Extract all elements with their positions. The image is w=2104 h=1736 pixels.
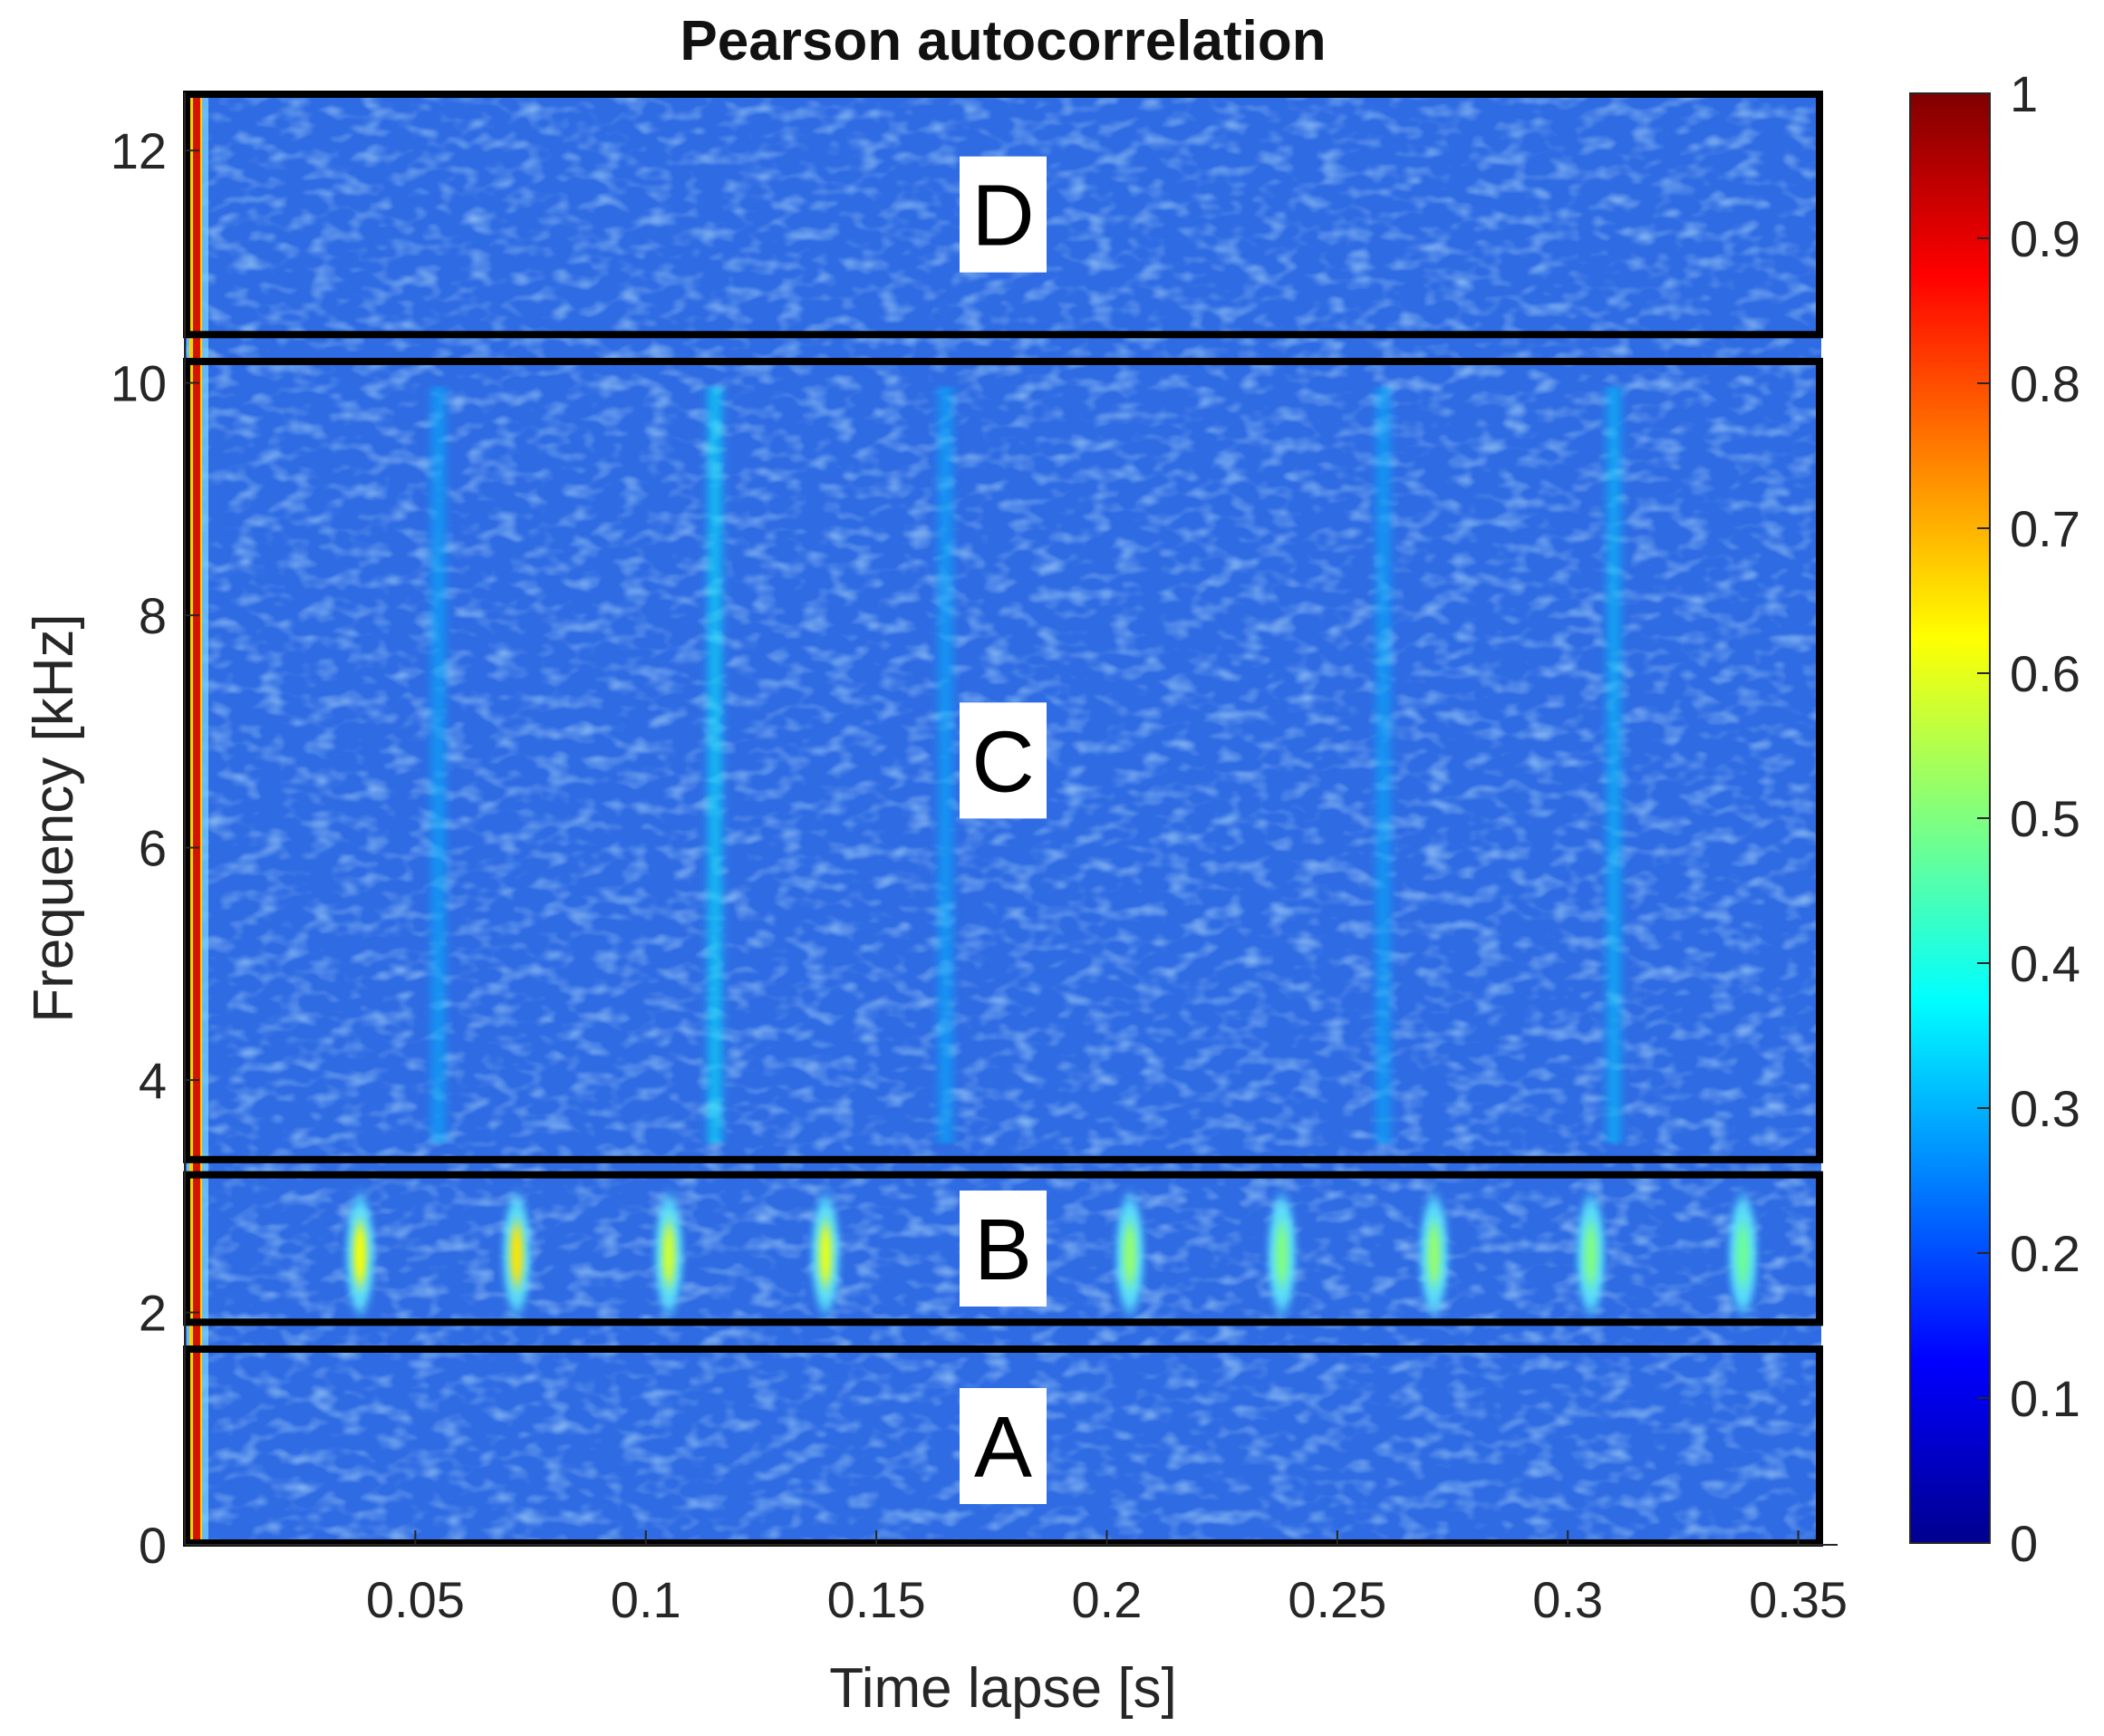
band-c-streaks xyxy=(432,386,1620,1143)
region-label-bg-c xyxy=(960,702,1047,819)
region-label-bg-d xyxy=(960,156,1047,273)
b-peak-5 xyxy=(1123,1222,1136,1287)
heatmap-texture xyxy=(185,92,1821,1545)
c-streak-4 xyxy=(1377,386,1389,1143)
c-streak-1 xyxy=(432,386,444,1143)
region-label-c: C xyxy=(971,713,1034,810)
region-label-a: A xyxy=(974,1399,1032,1496)
region-box-c xyxy=(183,357,1823,1163)
region-box-a xyxy=(183,1345,1823,1547)
colorbar-tick-label: 0.6 xyxy=(2010,645,2080,702)
b-peak-7 xyxy=(1427,1222,1441,1287)
y-axis-label: Frequency [kHz] xyxy=(23,613,85,1022)
colorbar-gradient xyxy=(1909,92,1991,1544)
b-peak-4 xyxy=(819,1222,833,1287)
region-label-bg-a xyxy=(960,1387,1047,1504)
x-tick-label: 0.3 xyxy=(1532,1571,1603,1628)
x-tick-label: 0.1 xyxy=(611,1571,681,1628)
b-peak-8 xyxy=(1584,1222,1597,1287)
chart-title: Pearson autocorrelation xyxy=(680,10,1326,72)
c-streak-2 xyxy=(709,386,721,1143)
x-axis-label: Time lapse [s] xyxy=(829,1657,1177,1720)
region-label-d: D xyxy=(971,168,1034,265)
y-axis: 0 2 4 6 8 10 12 xyxy=(111,92,199,1574)
region-box-b xyxy=(183,1171,1823,1326)
x-tick-label: 0.2 xyxy=(1072,1571,1143,1628)
y-tick-label: 6 xyxy=(139,820,167,877)
b-peak-3 xyxy=(662,1222,676,1287)
region-boxes: A B C D xyxy=(183,91,1823,1547)
colorbar-tick-label: 0 xyxy=(2010,1515,2038,1572)
heatmap-plot-area: A B C D xyxy=(183,91,1823,1547)
colorbar-tick-label: 0.4 xyxy=(2010,935,2080,992)
colorbar-tick-label: 0.9 xyxy=(2010,210,2080,267)
colorbar-ticks: 0 0.1 0.2 0.3 0.4 0.5 0.6 0.7 0.8 0.9 1 xyxy=(1977,65,2080,1572)
y-tick-label: 0 xyxy=(139,1517,167,1574)
colorbar-tick-label: 0.2 xyxy=(2010,1225,2080,1282)
b-peak-1 xyxy=(353,1222,367,1287)
y-tick-label: 2 xyxy=(139,1285,167,1342)
x-tick-label: 0.05 xyxy=(366,1571,465,1628)
x-tick-label: 0.15 xyxy=(827,1571,926,1628)
colorbar-tick-label: 1 xyxy=(2010,65,2038,122)
lag-zero-red xyxy=(193,94,200,1543)
x-tick-label: 0.25 xyxy=(1288,1571,1386,1628)
y-tick-label: 8 xyxy=(139,587,167,644)
b-peak-2 xyxy=(510,1222,524,1287)
x-axis: 0.05 0.1 0.15 0.2 0.25 0.3 0.35 xyxy=(185,1530,1848,1628)
y-tick-label: 10 xyxy=(111,355,167,412)
region-box-d xyxy=(183,91,1823,339)
c-streak-5 xyxy=(1608,386,1620,1143)
colorbar: 0 0.1 0.2 0.3 0.4 0.5 0.6 0.7 0.8 0.9 1 xyxy=(1909,65,2080,1572)
region-label-b: B xyxy=(974,1201,1032,1298)
x-tick-label: 0.35 xyxy=(1749,1571,1848,1628)
c-streak-3 xyxy=(940,386,951,1143)
b-peak-6 xyxy=(1275,1222,1288,1287)
y-tick-label: 12 xyxy=(111,122,167,179)
y-tick-label: 4 xyxy=(139,1052,167,1109)
colorbar-tick-label: 0.1 xyxy=(2010,1370,2080,1427)
colorbar-tick-label: 0.5 xyxy=(2010,790,2080,847)
colorbar-tick-label: 0.7 xyxy=(2010,500,2080,557)
colorbar-tick-label: 0.3 xyxy=(2010,1080,2080,1137)
band-b-peaks xyxy=(346,1197,1757,1312)
colorbar-tick-label: 0.8 xyxy=(2010,355,2080,412)
b-peak-9 xyxy=(1736,1222,1750,1287)
region-label-bg-b xyxy=(960,1190,1047,1307)
